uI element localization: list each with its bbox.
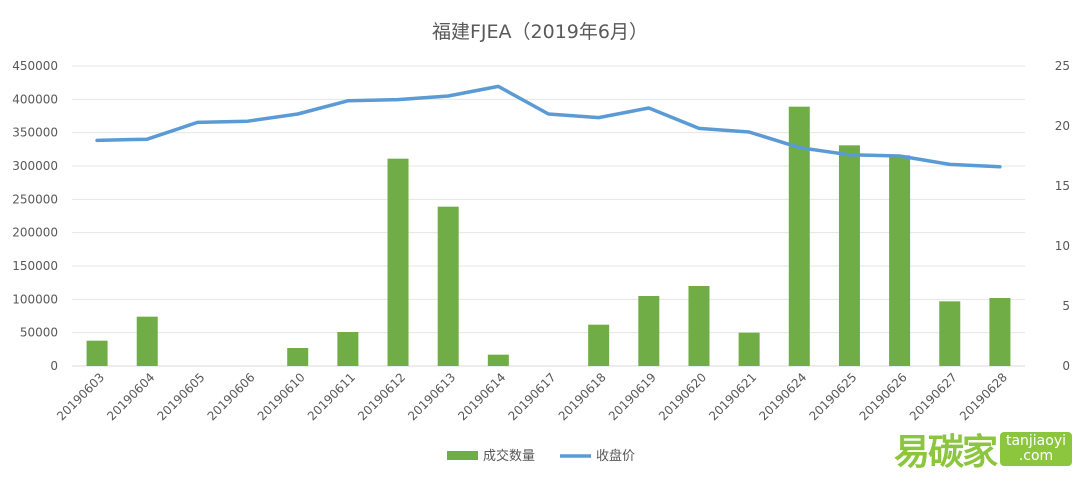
bar	[939, 301, 961, 366]
y-tick-label-right: 0	[1062, 359, 1070, 373]
y-tick-label-left: 50000	[20, 326, 58, 340]
bar	[889, 155, 911, 366]
bar	[738, 332, 760, 366]
bar	[638, 296, 660, 366]
watermark-en-bottom: .com	[1018, 448, 1054, 464]
y-tick-label-left: 200000	[12, 226, 58, 240]
bar	[688, 286, 710, 366]
x-tick-label: 20190626	[857, 370, 910, 423]
gridlines	[72, 65, 1025, 367]
legend-label-bar: 成交数量	[483, 448, 535, 464]
x-tick-label: 20190627	[907, 370, 960, 423]
x-tick-label: 20190628	[957, 370, 1010, 423]
y-tick-label-left: 350000	[12, 126, 58, 140]
x-tick-label: 20190612	[355, 370, 408, 423]
watermark-logo: 易碳家 tanjiaoyi .com	[894, 423, 1072, 475]
line-series	[95, 84, 1002, 169]
y-tick-label-right: 20	[1055, 119, 1070, 133]
y-tick-label-left: 450000	[12, 59, 58, 73]
x-tick-label: 20190624	[756, 370, 809, 423]
bar	[337, 332, 359, 366]
legend: 成交数量 收盘价	[447, 448, 635, 464]
x-tick-label: 20190606	[205, 370, 258, 423]
bar	[136, 316, 158, 366]
x-tick-label: 20190620	[656, 370, 709, 423]
x-tick-label: 20190611	[305, 370, 358, 423]
bar	[588, 324, 610, 366]
y-tick-label-left: 150000	[12, 259, 58, 273]
bar	[989, 298, 1011, 366]
x-tick-label: 20190617	[506, 370, 559, 423]
x-tick-label: 20190625	[806, 370, 859, 423]
bar	[287, 348, 309, 366]
y-tick-label-left: 300000	[12, 159, 58, 173]
x-tick-label: 20190610	[255, 370, 308, 423]
bar-series	[86, 106, 1011, 367]
y-tick-label-right: 5	[1062, 299, 1070, 313]
bar	[387, 158, 409, 366]
y-tick-label-right: 25	[1055, 59, 1070, 73]
y-tick-label-left: 400000	[12, 92, 58, 106]
x-tick-label: 20190603	[54, 370, 107, 423]
x-tick-label: 20190613	[405, 370, 458, 423]
y-tick-label-right: 15	[1055, 179, 1070, 193]
x-axis: 2019060320190604201906052019060620190610…	[54, 370, 1010, 423]
bar	[86, 340, 108, 366]
x-tick-label: 20190605	[154, 370, 207, 423]
left-axis: 0 50000 100000 150000 200000 250000 300000 3500…	[12, 59, 58, 373]
y-tick-label-left: 0	[50, 359, 58, 373]
watermark-cn: 易碳家	[893, 432, 998, 473]
line-series-path	[95, 84, 1002, 169]
legend-swatch-bar	[447, 451, 478, 460]
bar	[788, 106, 810, 367]
legend-label-line: 收盘价	[596, 448, 635, 464]
y-tick-label-left: 100000	[12, 292, 58, 306]
x-tick-label: 20190604	[104, 370, 157, 423]
bar	[437, 206, 459, 366]
bar	[838, 145, 860, 366]
x-tick-label: 20190618	[556, 370, 609, 423]
watermark-en-top: tanjiaoyi	[1005, 433, 1066, 449]
x-tick-label: 20190614	[455, 370, 508, 423]
watermark-domain: tanjiaoyi .com	[999, 432, 1072, 466]
x-tick-label: 20190621	[706, 370, 759, 423]
y-tick-label-right: 10	[1055, 239, 1070, 253]
bar	[487, 354, 509, 366]
x-tick-label: 20190619	[606, 370, 659, 423]
right-axis: 0 5 10 15 20 25	[1055, 59, 1070, 373]
chart-title: 福建FJEA（2019年6月）	[432, 21, 648, 43]
y-tick-label-left: 250000	[12, 192, 58, 206]
